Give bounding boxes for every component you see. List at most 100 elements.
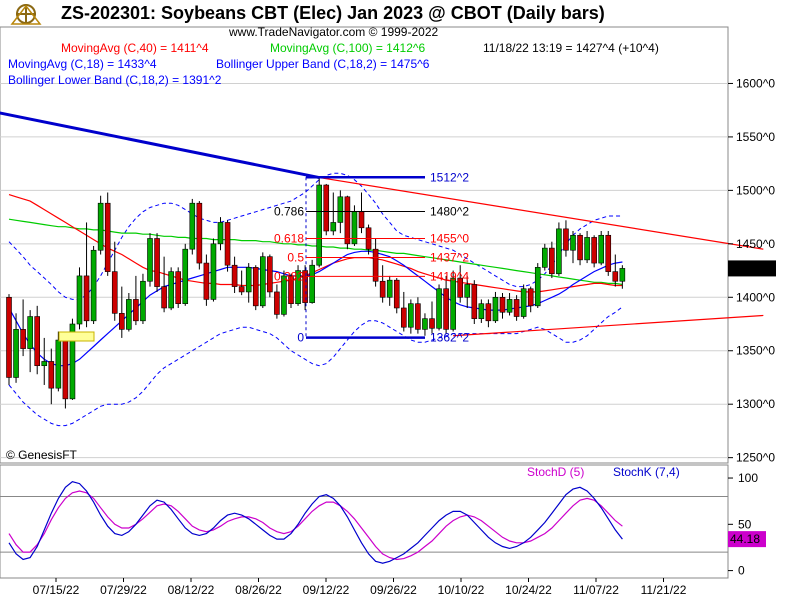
- candle-body-up: [189, 202, 196, 250]
- candle-body-up: [598, 234, 605, 264]
- candle-body-up: [436, 288, 442, 329]
- candle-body-down: [591, 237, 597, 264]
- ma40-line: [8, 194, 623, 293]
- candle-body-up: [182, 248, 189, 304]
- candle-body-up: [619, 268, 626, 282]
- candle-body-down: [302, 270, 308, 303]
- bollinger-upper-line: [8, 172, 623, 300]
- candle-body-down: [252, 267, 259, 307]
- candle-body-down: [231, 264, 238, 287]
- candle-body-up: [55, 339, 62, 389]
- date-tick-label: 10/10/22: [438, 583, 485, 597]
- legend-ma18: MovingAvg (C,18) = 1433^4: [8, 57, 157, 71]
- candle-body-down: [154, 238, 160, 287]
- legend-last-quote: 11/18/22 13:19 = 1427^4 (+10^4): [483, 41, 659, 55]
- candle-body-down: [400, 307, 407, 328]
- candle-body-up: [126, 299, 132, 330]
- candle-body-up: [140, 280, 146, 322]
- candle-body-up: [351, 211, 358, 245]
- candle-body-up: [386, 279, 393, 298]
- stochk-line: [8, 481, 623, 564]
- candle-body-down: [344, 196, 351, 245]
- candle-body-down: [323, 184, 330, 232]
- date-tick-label: 07/29/22: [100, 583, 147, 597]
- candle-body-up: [556, 228, 562, 275]
- fib-ratio-label: 0.5: [287, 250, 304, 264]
- current-price-box: [728, 260, 776, 277]
- candle-body-up: [492, 296, 499, 322]
- candle-body-down: [372, 248, 379, 282]
- candle-body-down: [175, 271, 181, 304]
- price-tick-label: 1400^0: [736, 290, 775, 304]
- candle-body-down: [274, 291, 280, 315]
- date-tick-label: 11/21/22: [641, 583, 687, 597]
- stochk-label: StochK (7,4): [613, 465, 680, 479]
- candle-body-up: [309, 264, 315, 303]
- candle-body-up: [520, 288, 527, 317]
- candle-body-up: [41, 361, 48, 367]
- stoch-tick-label: 0: [738, 564, 745, 578]
- date-tick-label: 10/24/22: [505, 583, 552, 597]
- chart-title: ZS-202301: Soybeans CBT (Elec) Jan 2023 …: [61, 3, 605, 23]
- stochd-label: StochD (5): [527, 465, 584, 479]
- candle-body-down: [267, 256, 273, 293]
- candle-body-down: [48, 361, 55, 389]
- candle-body-down: [111, 271, 118, 314]
- price-tick-label: 1450^0: [736, 237, 775, 251]
- candle-body-down: [485, 303, 492, 322]
- candle-body-down: [196, 202, 203, 264]
- candle-body-up: [478, 303, 485, 319]
- candle-body-up: [422, 318, 428, 330]
- fib-price-label: 1480^2: [430, 204, 469, 218]
- candle-body-down: [379, 280, 386, 298]
- candle-body-down: [104, 202, 111, 272]
- candle-body-up: [27, 316, 33, 349]
- ma18-line: [8, 250, 623, 367]
- candle-body-down: [443, 288, 449, 330]
- candle-body-up: [168, 271, 174, 309]
- candle-body-up: [147, 238, 153, 282]
- current-price-label: 1427^4: [731, 261, 770, 275]
- candle-body-down: [612, 271, 619, 282]
- indicator-lines: [0, 111, 764, 427]
- date-tick-label: 08/26/22: [235, 583, 282, 597]
- legend-ma100: MovingAvg (C,100) = 1412^6: [270, 41, 425, 55]
- candle-body-up: [217, 222, 224, 245]
- sextant-logo: [10, 4, 42, 25]
- date-tick-label: 09/12/22: [303, 583, 350, 597]
- stoch-current-label: 44.18: [730, 532, 760, 546]
- candle-body-down: [563, 228, 569, 251]
- legend-bb-upper: Bollinger Upper Band (C,18,2) = 1475^6: [216, 57, 430, 71]
- candle-body-down: [577, 234, 583, 261]
- candle-body-down: [133, 299, 139, 322]
- date-tick-label: 11/07/22: [573, 583, 619, 597]
- ma100-line: [8, 218, 623, 286]
- candle-body-up: [450, 277, 456, 330]
- candle-body-down: [415, 303, 421, 330]
- candle-body-down: [513, 299, 520, 317]
- price-tick-label: 1600^0: [736, 76, 775, 90]
- candle-body-up: [281, 275, 287, 315]
- candle-body-down: [527, 288, 534, 307]
- candle-body-down: [6, 296, 12, 378]
- fib-ratio-label: 0.618: [274, 231, 304, 245]
- candle-body-up: [245, 267, 252, 293]
- candlesticks: [6, 177, 626, 409]
- fib-ratio-label: 0.786: [274, 204, 304, 218]
- candle-body-down: [358, 211, 365, 229]
- candle-body-up: [408, 303, 414, 328]
- candle-body-down: [161, 286, 167, 309]
- candle-body-up: [259, 256, 266, 307]
- legend-ma40: MovingAvg (C,40) = 1411^4: [61, 41, 209, 55]
- fib-bottom-label: 1362^2: [430, 331, 469, 345]
- legend-bb-lower: Bollinger Lower Band (C,18,2) = 1391^2: [8, 73, 222, 87]
- candle-body-up: [97, 202, 104, 251]
- stochastic-gridlines: [0, 496, 728, 553]
- trendline-red-lower: [453, 314, 764, 337]
- price-axis: 1600^0 1550^0 1500^0 1450^0 1400^0 1350^0 1300…: [728, 76, 776, 465]
- date-tick-label: 09/26/22: [370, 583, 417, 597]
- candle-body-down: [20, 329, 26, 349]
- price-tick-label: 1350^0: [736, 344, 775, 358]
- fibonacci-retracement: 1512^2 0.786 1480^2 0.618 1455^0 0.5 1437^2 0.3…: [274, 170, 469, 344]
